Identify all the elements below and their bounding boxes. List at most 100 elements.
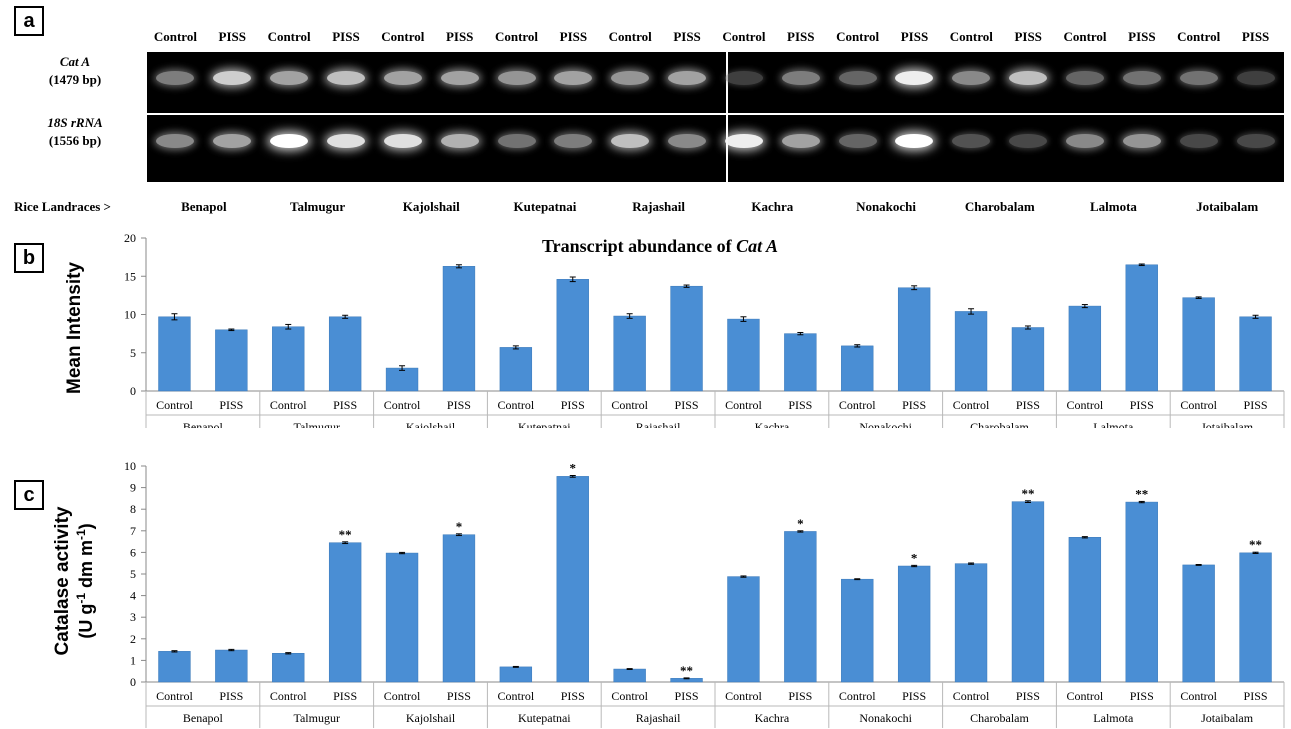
y-tick-label: 7 xyxy=(130,524,136,538)
landrace-label: Kajolshail xyxy=(402,199,460,214)
x-subcategory-label: Control xyxy=(498,398,535,412)
gel-divider xyxy=(726,52,728,182)
gel-lane-header: Control xyxy=(1063,29,1107,44)
gel-lane-header: Control xyxy=(1177,29,1221,44)
gel-band xyxy=(1066,71,1105,85)
y-label-text: ) xyxy=(76,523,96,529)
y-tick-label: 8 xyxy=(130,502,136,516)
gel-band xyxy=(383,71,422,85)
gel-band xyxy=(1179,71,1218,85)
bar xyxy=(442,534,476,683)
bar xyxy=(556,279,589,392)
x-subcategory-label: Control xyxy=(1180,398,1217,412)
y-tick-label: 10 xyxy=(124,459,136,473)
gel-band xyxy=(497,134,536,148)
x-subcategory-label: PISS xyxy=(1130,689,1154,703)
x-subcategory-label: Control xyxy=(1067,398,1104,412)
x-group-label: Kutepatnai xyxy=(518,711,571,725)
y-tick-label: 5 xyxy=(130,346,136,360)
bar xyxy=(272,326,305,392)
x-group-label: Talmugur xyxy=(293,420,339,428)
y-tick-label: 1 xyxy=(130,653,136,667)
gel-band xyxy=(213,71,252,85)
x-subcategory-label: Control xyxy=(839,689,876,703)
x-group-label: Kajolshail xyxy=(406,420,456,428)
x-subcategory-label: PISS xyxy=(788,398,812,412)
y-tick-label: 4 xyxy=(130,589,136,603)
gel-lane-header: Control xyxy=(381,29,425,44)
chart-c-y-label-line2: (U g-1 dm m-1) xyxy=(74,523,96,638)
gel-lane-header: Control xyxy=(267,29,311,44)
gel-band xyxy=(611,71,650,85)
bar xyxy=(670,285,703,392)
bar xyxy=(1011,501,1045,683)
significance-label: ** xyxy=(1021,486,1034,501)
gel-lane-header: Control xyxy=(949,29,993,44)
gel-band xyxy=(724,71,763,85)
bar xyxy=(897,287,931,392)
significance-label: ** xyxy=(1135,486,1148,501)
chart-b-title-text: Transcript abundance of xyxy=(542,236,736,256)
x-group-label: Benapol xyxy=(183,711,224,725)
y-tick-label: 5 xyxy=(130,567,136,581)
y-tick-label: 0 xyxy=(130,675,136,689)
bar xyxy=(215,329,248,392)
x-group-label: Kachra xyxy=(755,711,790,725)
bar xyxy=(727,576,760,683)
x-group-label: Talmugur xyxy=(293,711,339,725)
significance-label: * xyxy=(570,461,577,476)
gel-band xyxy=(611,134,650,148)
x-subcategory-label: PISS xyxy=(902,689,926,703)
x-subcategory-label: PISS xyxy=(333,398,357,412)
gel-band xyxy=(952,134,991,148)
landrace-prefix: Rice Landraces > xyxy=(14,199,111,214)
landrace-label: Charobalam xyxy=(964,199,1035,214)
bar xyxy=(1239,552,1272,683)
gel-band xyxy=(1122,134,1161,148)
mean-intensity-chart: 0 5 10 15 20 Benapol Control PISS Talmugur Contro… xyxy=(64,231,1285,428)
bar xyxy=(385,367,419,392)
gel-lane-header: Control xyxy=(722,29,766,44)
y-label-text: (U g xyxy=(76,604,96,639)
x-subcategory-label: PISS xyxy=(1130,398,1154,412)
x-subcategory-label: PISS xyxy=(902,398,926,412)
gel-band xyxy=(838,71,877,85)
gel-band xyxy=(554,134,593,148)
cat-a-size: (1479 bp) xyxy=(48,72,102,87)
bar xyxy=(1125,264,1158,392)
gel-band xyxy=(1009,134,1048,148)
bar xyxy=(954,563,988,683)
x-subcategory-label: Control xyxy=(839,398,876,412)
y-tick-label: 20 xyxy=(124,231,136,245)
bar xyxy=(613,315,646,392)
x-subcategory-label: Control xyxy=(1067,689,1104,703)
gel-band xyxy=(270,71,309,85)
gel-band xyxy=(156,71,195,85)
bar xyxy=(784,333,817,392)
bar xyxy=(841,578,874,683)
x-subcategory-label: PISS xyxy=(1244,689,1268,703)
x-subcategory-label: PISS xyxy=(675,398,699,412)
x-group-label: Kutepatnai xyxy=(518,420,571,428)
gel-lane-header: Control xyxy=(836,29,880,44)
gel-band xyxy=(1179,134,1218,148)
x-group-label: Nonakochi xyxy=(859,711,912,725)
gel-band xyxy=(1009,71,1048,85)
y-tick-label: 9 xyxy=(130,481,136,495)
gel-band xyxy=(895,71,934,85)
x-subcategory-label: PISS xyxy=(1244,398,1268,412)
x-subcategory-label: PISS xyxy=(1016,689,1040,703)
gel-lane-header: PISS xyxy=(332,29,360,44)
significance-label: * xyxy=(797,516,804,531)
bar xyxy=(272,653,305,683)
gel-band xyxy=(895,134,934,148)
y-label-superscript: -1 xyxy=(74,593,88,604)
y-tick-label: 2 xyxy=(130,632,136,646)
x-subcategory-label: Control xyxy=(953,398,990,412)
y-tick-label: 10 xyxy=(124,308,136,322)
rrna-gene-name: 18S rRNA xyxy=(47,115,103,130)
gel-band xyxy=(326,71,365,85)
x-subcategory-label: PISS xyxy=(219,689,243,703)
panel-a-label: a xyxy=(14,6,44,36)
x-group-label: Charobalam xyxy=(970,420,1029,428)
